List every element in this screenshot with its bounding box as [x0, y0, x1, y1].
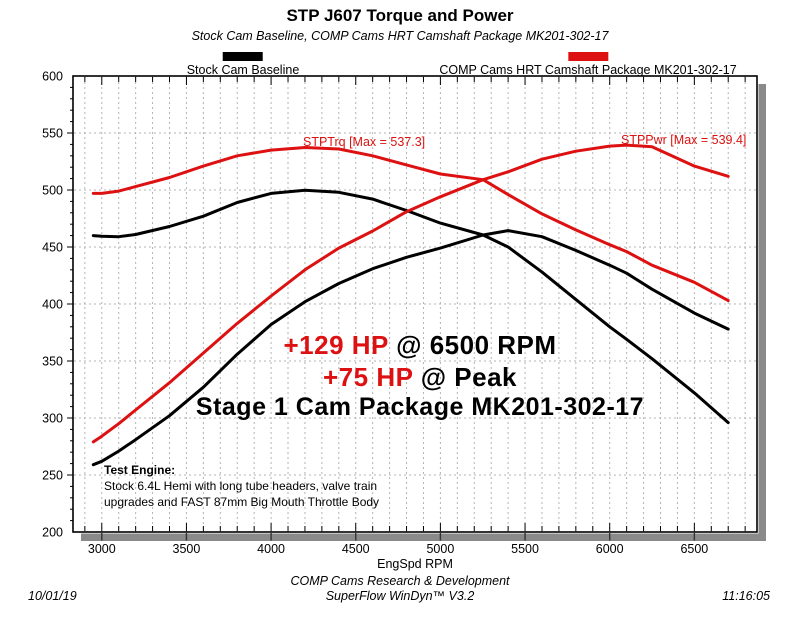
test-engine-line2: upgrades and FAST 87mm Big Mouth Throttl… — [104, 495, 380, 509]
test-engine-line1: Stock 6.4L Hemi with long tube headers, … — [104, 479, 378, 493]
x-tick-label: 3000 — [88, 542, 116, 556]
power-max-label: STPPwr [Max = 539.4] — [621, 133, 747, 147]
y-tick-label: 450 — [42, 241, 63, 255]
gain-peak-red: +75 HP — [322, 362, 413, 392]
footer-date: 10/01/19 — [28, 589, 77, 603]
comp-torque-curve — [91, 146, 730, 303]
gain-context-black: @ 6500 RPM — [388, 330, 557, 360]
footer-software: SuperFlow WinDyn™ V3.2 — [325, 589, 475, 603]
footer-organization: COMP Cams Research & Development — [290, 574, 510, 588]
gain-value-red: +129 HP — [283, 330, 389, 360]
gain-annotation-6500: +129 HP @ 6500 RPM — [283, 330, 556, 361]
package-annotation: Stage 1 Cam Package MK201-302-17 — [195, 393, 645, 421]
x-tick-label: 3500 — [173, 542, 201, 556]
y-tick-label: 250 — [42, 469, 63, 483]
frame-shadow-bottom — [81, 533, 766, 541]
comp-legend-label: COMP Cams HRT Camshaft Package MK201-302… — [439, 63, 737, 77]
x-tick-label: 4500 — [342, 542, 370, 556]
x-tick-label: 6500 — [680, 542, 708, 556]
x-tick-label: 4000 — [257, 542, 285, 556]
page-subtitle: Stock Cam Baseline, COMP Cams HRT Camsha… — [191, 29, 609, 43]
stock-torque-curve — [91, 188, 730, 425]
gain-peak-black: @ Peak — [412, 362, 518, 392]
comp-power-curve — [91, 143, 730, 444]
y-tick-label: 600 — [42, 70, 63, 84]
comp-legend-swatch — [567, 52, 608, 61]
legend-item-stock: Stock Cam Baseline — [186, 52, 300, 77]
x-tick-label: 6000 — [596, 542, 624, 556]
y-tick-label: 500 — [42, 184, 63, 198]
gain-annotation-peak: +75 HP @ Peak — [323, 362, 517, 393]
y-tick-label: 350 — [42, 355, 63, 369]
y-tick-label: 550 — [42, 127, 63, 141]
x-axis-title: EngSpd RPM — [377, 557, 453, 571]
page-title: STP J607 Torque and Power — [286, 6, 514, 25]
torque-max-label: STPTrq [Max = 537.3] — [303, 135, 426, 149]
y-tick-label: 300 — [42, 412, 63, 426]
frame-shadow-right — [758, 84, 766, 541]
stock-legend-label: Stock Cam Baseline — [186, 63, 300, 77]
y-tick-label: 400 — [42, 298, 63, 312]
footer-time: 11:16:05 — [722, 589, 770, 603]
test-engine-note: Test Engine: Stock 6.4L Hemi with long t… — [104, 462, 379, 510]
x-tick-label: 5500 — [511, 542, 539, 556]
legend-item-comp: COMP Cams HRT Camshaft Package MK201-302… — [439, 52, 737, 77]
y-tick-label: 200 — [42, 526, 63, 540]
plot-frame — [72, 75, 758, 533]
test-engine-title: Test Engine: — [104, 463, 176, 477]
x-tick-label: 5000 — [426, 542, 454, 556]
stock-power-curve — [91, 229, 730, 467]
stock-legend-swatch — [223, 52, 263, 61]
